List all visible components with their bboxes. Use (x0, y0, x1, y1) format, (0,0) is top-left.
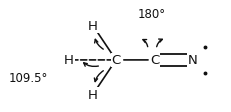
Text: C: C (150, 54, 159, 67)
Text: 109.5°: 109.5° (8, 71, 47, 84)
Text: 180°: 180° (137, 8, 165, 21)
Text: C: C (111, 54, 120, 67)
Text: H: H (64, 54, 74, 67)
Text: H: H (88, 20, 97, 33)
Text: H: H (88, 88, 97, 101)
Text: N: N (187, 54, 197, 67)
